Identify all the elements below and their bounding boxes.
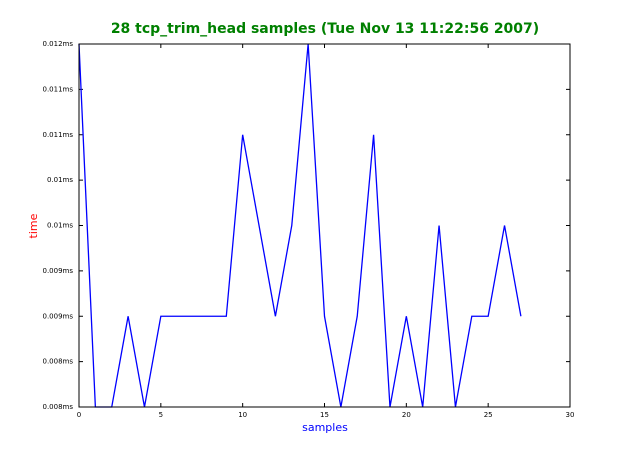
y-tick-label: 0.011ms [42, 131, 73, 139]
y-tick-label: 0.011ms [42, 85, 73, 93]
x-tick-label: 15 [320, 411, 329, 419]
x-tick-label: 25 [484, 411, 493, 419]
y-tick-label: 0.009ms [42, 267, 73, 275]
x-tick-label: 10 [238, 411, 247, 419]
y-axis-label: time [27, 213, 40, 238]
y-tick-label: 0.009ms [42, 312, 73, 320]
y-tick-label: 0.01ms [47, 222, 73, 230]
plot-frame [78, 43, 571, 408]
y-tick-label: 0.008ms [42, 358, 73, 366]
y-tick-label: 0.012ms [42, 40, 73, 48]
data-line [78, 43, 522, 408]
x-axis-label: samples [302, 421, 348, 434]
chart-title: 28 tcp_trim_head samples (Tue Nov 13 11:… [111, 21, 539, 37]
x-tick-label: 30 [566, 411, 575, 419]
x-tick-label: 20 [402, 411, 411, 419]
y-tick-label: 0.01ms [47, 176, 73, 184]
x-tick-label: 5 [159, 411, 163, 419]
x-tick-label: 0 [77, 411, 81, 419]
y-tick-label: 0.008ms [42, 403, 73, 411]
